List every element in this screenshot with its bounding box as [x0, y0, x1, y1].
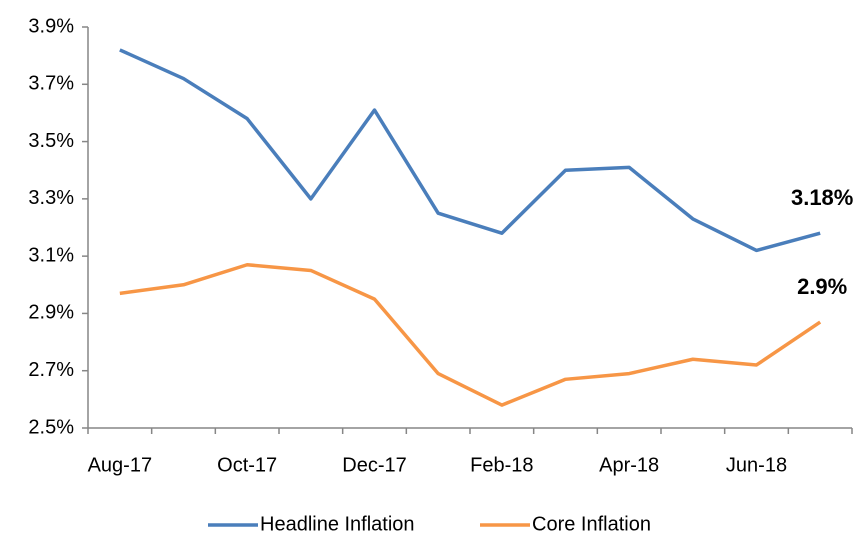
- y-tick-label: 3.5%: [28, 130, 74, 152]
- x-tick-label: Dec-17: [342, 454, 406, 476]
- y-tick-label: 2.7%: [28, 359, 74, 381]
- series-line: [119, 262, 822, 407]
- value-label: 3.18%: [791, 185, 853, 210]
- x-tick-label: Jun-18: [726, 454, 787, 476]
- x-tick-label: Oct-17: [217, 454, 277, 476]
- y-tick-label: 2.9%: [28, 302, 74, 324]
- legend-label: Headline Inflation: [260, 513, 415, 535]
- y-tick-label: 3.7%: [28, 73, 74, 95]
- y-tick-label: 2.5%: [28, 416, 74, 438]
- y-tick-label: 3.3%: [28, 187, 74, 209]
- value-label: 2.9%: [797, 274, 847, 299]
- x-tick-label: Aug-17: [88, 454, 153, 476]
- x-tick-label: Apr-18: [599, 454, 659, 476]
- x-tick-label: Feb-18: [470, 454, 533, 476]
- y-tick-label: 3.9%: [28, 15, 74, 37]
- y-tick-label: 3.1%: [28, 244, 74, 266]
- legend-label: Core Inflation: [532, 513, 651, 535]
- series-line: [119, 48, 821, 253]
